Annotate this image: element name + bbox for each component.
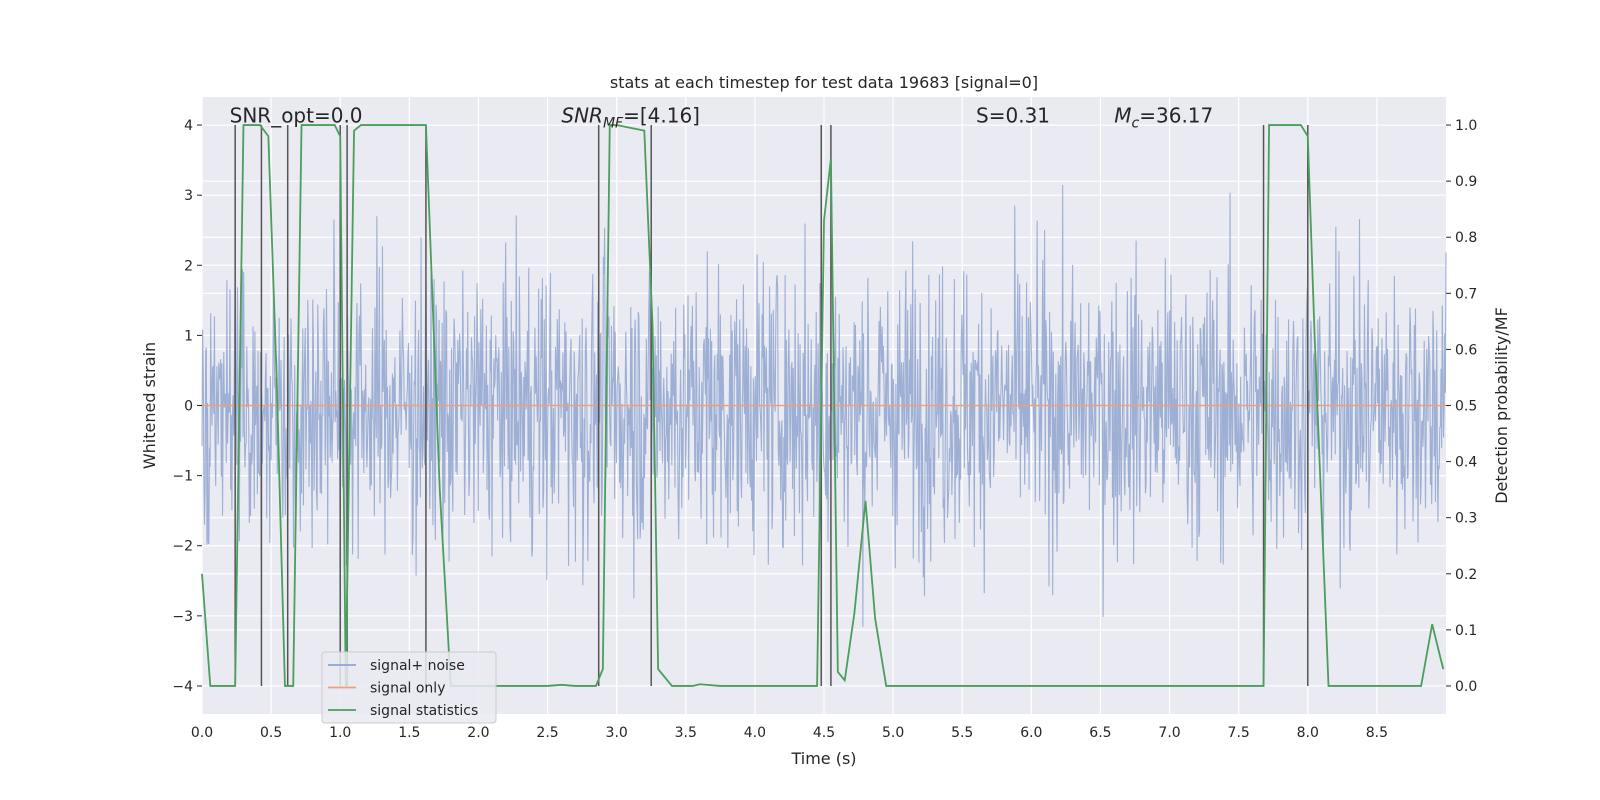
x-tick-label: 7.0 — [1158, 725, 1180, 741]
x-tick-label: 6.0 — [1020, 725, 1042, 741]
x-tick-label: 5.5 — [951, 725, 973, 741]
x-tick-label: 4.5 — [813, 725, 835, 741]
y-right-tick-label: 0.9 — [1455, 174, 1477, 190]
chart-title: stats at each timestep for test data 196… — [610, 73, 1038, 92]
x-tick-label: 6.5 — [1089, 725, 1111, 741]
annotation-snr-opt: SNR_opt=0.0 — [230, 104, 363, 128]
y-left-tick-label: −2 — [172, 539, 193, 555]
signal-statistics-line — [201, 124, 1445, 687]
y-left-tick-label: 3 — [184, 188, 193, 204]
x-tick-label: 2.5 — [536, 725, 558, 741]
y-right-tick-label: 0.8 — [1455, 230, 1477, 246]
signal-plus-noise-line — [201, 185, 1447, 628]
x-tick-label: 4.0 — [744, 725, 766, 741]
legend-signal-only-label: signal only — [370, 681, 445, 697]
x-tick-label: 1.5 — [398, 725, 420, 741]
y-left-tick-label: 1 — [184, 328, 193, 344]
x-tick-label: 1.0 — [329, 725, 351, 741]
y-right-tick-label: 0.1 — [1455, 623, 1477, 639]
x-tick-label: 8.5 — [1366, 725, 1388, 741]
y-right-tick-label: 0.3 — [1455, 511, 1477, 527]
y-right-tick-label: 0.4 — [1455, 455, 1477, 471]
x-tick-label: 3.0 — [606, 725, 628, 741]
x-axis-label: Time (s) — [790, 749, 856, 768]
annotation-s-stat: S=0.31 — [976, 104, 1050, 128]
x-tick-label: 2.0 — [467, 725, 489, 741]
y-left-axis-label: Whitened strain — [140, 342, 159, 469]
y-right-tick-label: 0.2 — [1455, 567, 1477, 583]
y-right-tick-label: 0.0 — [1455, 679, 1477, 695]
y-right-tick-label: 0.6 — [1455, 342, 1477, 358]
annotation-snr-mf: SNRMF=[4.16] — [561, 104, 700, 132]
x-tick-label: 0.0 — [191, 725, 213, 741]
y-left-tick-label: 4 — [184, 118, 193, 134]
y-left-tick-label: −3 — [172, 609, 193, 625]
y-right-tick-label: 0.7 — [1455, 286, 1477, 302]
y-left-tick-label: −1 — [172, 469, 193, 485]
annotation-chirp-mass: Mc=36.17 — [1114, 104, 1213, 132]
y-left-tick-label: 0 — [184, 399, 193, 415]
legend-box — [321, 651, 497, 724]
y-right-tick-label: 1.0 — [1455, 118, 1477, 134]
x-tick-label: 5.0 — [882, 725, 904, 741]
y-right-axis-label: Detection probability/MF — [1492, 307, 1511, 504]
y-left-tick-label: 2 — [184, 258, 193, 274]
x-tick-label: 7.5 — [1228, 725, 1250, 741]
x-tick-label: 0.5 — [260, 725, 282, 741]
legend-signal-statistics-label: signal statistics — [370, 703, 478, 719]
x-tick-label: 8.0 — [1297, 725, 1319, 741]
legend-signal-plus-noise-label: signal+ noise — [370, 658, 465, 674]
y-left-tick-label: −4 — [172, 679, 193, 695]
x-tick-label: 3.5 — [675, 725, 697, 741]
y-right-tick-label: 0.5 — [1455, 399, 1477, 415]
